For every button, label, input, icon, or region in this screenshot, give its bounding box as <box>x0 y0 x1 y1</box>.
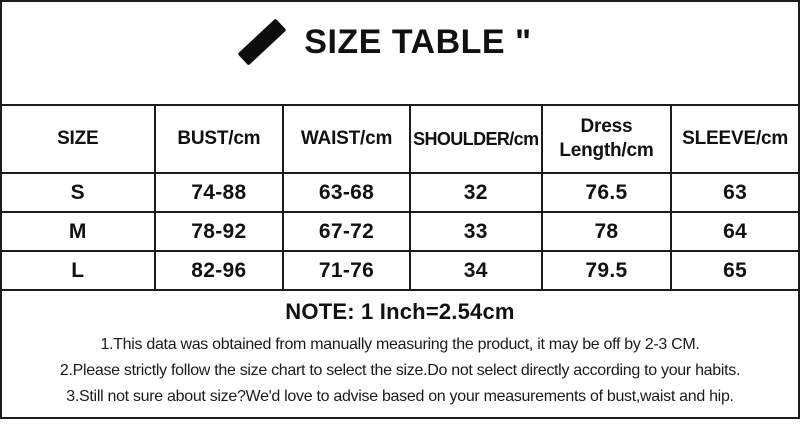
shoulder-value: 34 <box>408 250 543 291</box>
waist-value: 67-72 <box>282 211 411 252</box>
page-title: SIZE TABLE " <box>304 22 532 61</box>
column-header-size: SIZE <box>0 104 156 174</box>
dress-length-value: 76.5 <box>540 172 673 213</box>
shoulder-value: 32 <box>408 172 543 213</box>
title-cell: SIZE TABLE " <box>0 0 800 106</box>
note-line-1: 1.This data was obtained from manually m… <box>100 335 700 353</box>
waist-value: 63-68 <box>282 172 411 213</box>
title-group: SIZE TABLE " <box>0 18 782 66</box>
note-heading: NOTE: 1 Inch=2.54cm <box>285 298 515 324</box>
column-header-bust: BUST/cm <box>153 104 285 174</box>
dress-length-value: 79.5 <box>540 250 673 291</box>
size-value: S <box>0 172 156 213</box>
sleeve-value: 63 <box>670 172 800 213</box>
bust-value: 74-88 <box>153 172 285 213</box>
shoulder-value: 33 <box>408 211 543 252</box>
table-row: M 78-92 67-72 33 78 64 <box>0 211 800 252</box>
note-line-3: 3.Still not sure about size?We'd love to… <box>66 387 734 405</box>
column-header-dress-length: Dress Length/cm <box>540 104 673 174</box>
notes-cell: NOTE: 1 Inch=2.54cm 1.This data was obta… <box>0 289 800 419</box>
column-header-waist: WAIST/cm <box>282 104 411 174</box>
bust-value: 78-92 <box>153 211 285 252</box>
note-line-2: 2.Please strictly follow the size chart … <box>59 361 741 379</box>
table-header-row: SIZE BUST/cm WAIST/cm SHOULDER/cm Dress … <box>0 104 800 174</box>
column-header-shoulder: SHOULDER/cm <box>408 104 543 174</box>
sleeve-value: 65 <box>670 250 800 291</box>
size-value: L <box>0 250 156 291</box>
title-row: SIZE TABLE " <box>0 0 800 106</box>
sleeve-value: 64 <box>670 211 800 252</box>
notes-row: NOTE: 1 Inch=2.54cm 1.This data was obta… <box>0 289 800 419</box>
size-value: M <box>0 211 156 252</box>
waist-value: 71-76 <box>282 250 411 291</box>
bust-value: 82-96 <box>153 250 285 291</box>
diagonal-bar-icon <box>237 18 287 66</box>
column-header-sleeve: SLEEVE/cm <box>670 104 800 174</box>
table-row: L 82-96 71-76 34 79.5 65 <box>0 250 800 291</box>
dress-length-value: 78 <box>540 211 673 252</box>
table-row: S 74-88 63-68 32 76.5 63 <box>0 172 800 213</box>
